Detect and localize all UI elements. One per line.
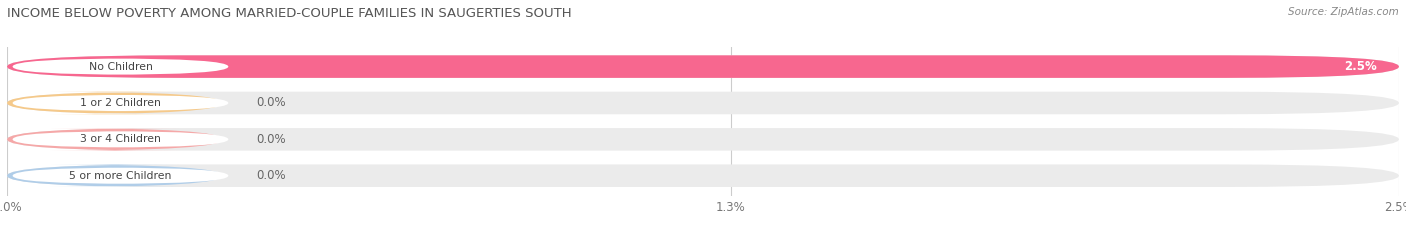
FancyBboxPatch shape [7,128,1399,151]
FancyBboxPatch shape [7,92,1399,114]
Text: 3 or 4 Children: 3 or 4 Children [80,134,160,144]
FancyBboxPatch shape [7,128,222,151]
Text: 0.0%: 0.0% [256,169,285,182]
FancyBboxPatch shape [7,55,1399,78]
Text: 1 or 2 Children: 1 or 2 Children [80,98,160,108]
FancyBboxPatch shape [7,164,1399,187]
Text: 2.5%: 2.5% [1344,60,1376,73]
FancyBboxPatch shape [13,58,228,75]
Text: 0.0%: 0.0% [256,96,285,110]
FancyBboxPatch shape [13,168,228,184]
FancyBboxPatch shape [7,55,1399,78]
Text: INCOME BELOW POVERTY AMONG MARRIED-COUPLE FAMILIES IN SAUGERTIES SOUTH: INCOME BELOW POVERTY AMONG MARRIED-COUPL… [7,7,572,20]
FancyBboxPatch shape [7,164,222,187]
FancyBboxPatch shape [7,92,222,114]
Text: 0.0%: 0.0% [256,133,285,146]
FancyBboxPatch shape [13,131,228,147]
FancyBboxPatch shape [13,95,228,111]
Text: No Children: No Children [89,62,152,72]
Text: 5 or more Children: 5 or more Children [69,171,172,181]
Text: Source: ZipAtlas.com: Source: ZipAtlas.com [1288,7,1399,17]
